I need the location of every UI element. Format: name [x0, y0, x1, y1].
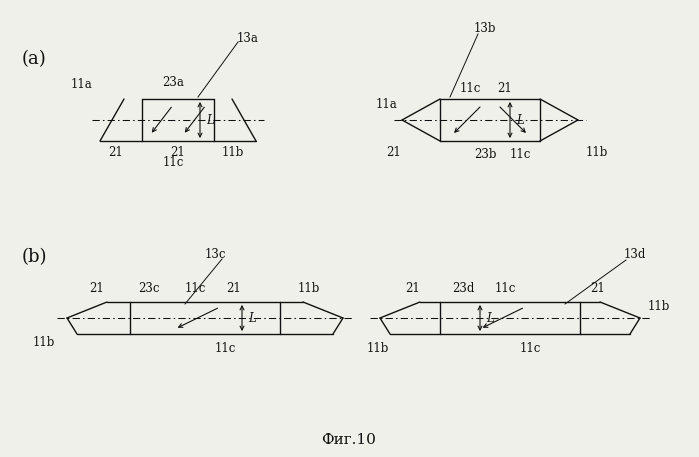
Text: 23b: 23b	[474, 149, 496, 161]
Text: 13a: 13a	[237, 32, 259, 44]
Text: 21: 21	[590, 282, 605, 294]
Text: 21: 21	[108, 147, 124, 159]
Text: 11c: 11c	[215, 341, 236, 355]
Text: 11c: 11c	[459, 83, 481, 96]
Text: L: L	[486, 312, 494, 324]
Text: 21: 21	[405, 282, 420, 294]
Text: 13b: 13b	[474, 21, 496, 34]
Text: 11b: 11b	[222, 147, 245, 159]
Text: 11c: 11c	[494, 282, 516, 294]
Text: 21: 21	[226, 282, 241, 294]
Text: (a): (a)	[22, 50, 47, 68]
Text: Фиг.10: Фиг.10	[322, 433, 377, 447]
Text: (b): (b)	[22, 248, 48, 266]
Text: 11c: 11c	[185, 282, 206, 294]
Text: 23a: 23a	[162, 76, 184, 89]
Text: 21: 21	[171, 147, 185, 159]
Text: 11a: 11a	[71, 78, 92, 91]
Text: 11b: 11b	[367, 341, 389, 355]
Text: 11a: 11a	[375, 97, 397, 111]
Text: 11c: 11c	[519, 341, 541, 355]
Text: 11c: 11c	[162, 156, 184, 170]
Text: 21: 21	[89, 282, 104, 294]
Text: 11c: 11c	[510, 149, 531, 161]
Text: 23d: 23d	[452, 282, 475, 294]
Text: 11b: 11b	[33, 335, 55, 349]
Text: 13d: 13d	[624, 249, 646, 261]
Text: L: L	[206, 113, 214, 127]
Text: 21: 21	[387, 147, 401, 159]
Text: 11b: 11b	[586, 147, 608, 159]
Text: 11b: 11b	[648, 301, 670, 314]
Text: 23c: 23c	[138, 282, 159, 294]
Text: L: L	[516, 113, 524, 127]
Text: 21: 21	[498, 83, 512, 96]
Text: L: L	[248, 312, 256, 324]
Text: 13c: 13c	[204, 249, 226, 261]
Text: 11b: 11b	[298, 282, 320, 294]
